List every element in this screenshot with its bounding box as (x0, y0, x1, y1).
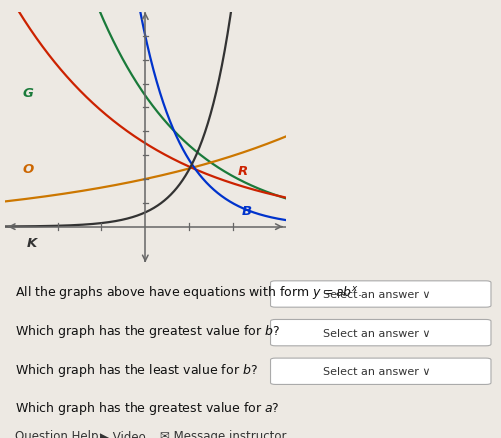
Text: ▶ Video: ▶ Video (100, 429, 146, 438)
Text: Question Help:: Question Help: (15, 429, 103, 438)
FancyBboxPatch shape (271, 281, 491, 307)
Text: Select an answer ∨: Select an answer ∨ (323, 290, 430, 299)
Text: G: G (23, 86, 34, 99)
Text: O: O (23, 162, 34, 176)
FancyBboxPatch shape (271, 358, 491, 385)
Text: R: R (237, 165, 247, 178)
Text: Select an answer ∨: Select an answer ∨ (323, 328, 430, 338)
Text: Select an answer ∨: Select an answer ∨ (323, 367, 430, 376)
Text: K: K (27, 236, 37, 249)
Text: Which graph has the greatest value for $a$?: Which graph has the greatest value for $… (15, 399, 280, 417)
Text: All the graphs above have equations with form $y = ab^x$.: All the graphs above have equations with… (15, 284, 362, 301)
Text: ✉ Message instructor: ✉ Message instructor (160, 429, 287, 438)
Text: Which graph has the least value for $b$?: Which graph has the least value for $b$? (15, 361, 258, 378)
Text: Which graph has the greatest value for $b$?: Which graph has the greatest value for $… (15, 322, 280, 339)
Text: B: B (242, 204, 252, 217)
FancyBboxPatch shape (271, 320, 491, 346)
